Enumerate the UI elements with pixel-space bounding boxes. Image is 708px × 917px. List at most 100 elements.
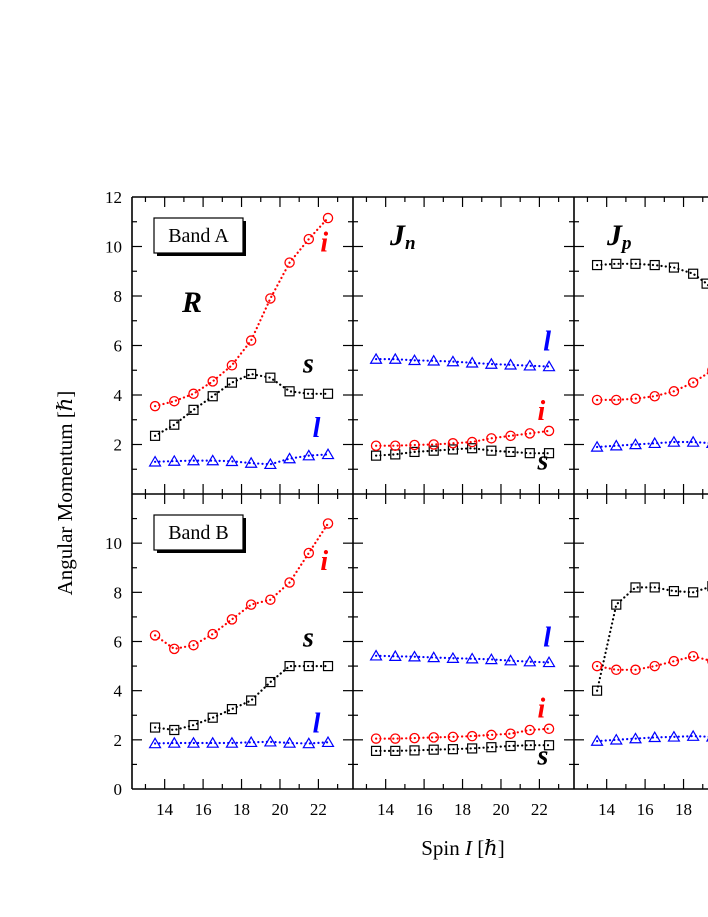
data-point-s bbox=[591, 685, 603, 696]
y-tick-label: 4 bbox=[114, 682, 123, 701]
panel-symbol: Jp bbox=[606, 219, 632, 254]
data-point-l bbox=[446, 355, 460, 367]
x-axis-label-hbar: ℏ bbox=[484, 836, 498, 860]
y-tick-label: 2 bbox=[114, 731, 123, 750]
data-point-s bbox=[303, 388, 314, 399]
data-point-s bbox=[149, 430, 161, 441]
panel-data bbox=[590, 258, 708, 452]
data-point-i bbox=[611, 664, 622, 676]
data-point-i bbox=[524, 428, 536, 439]
series-label-i: i bbox=[537, 694, 545, 725]
data-point-l bbox=[302, 449, 316, 461]
panel-symbol: R bbox=[181, 286, 202, 319]
data-point-i bbox=[322, 518, 334, 529]
series-label-i: i bbox=[320, 227, 328, 258]
x-axis-label: Spin I [ℏ] bbox=[421, 836, 505, 860]
series-label-s: s bbox=[536, 445, 548, 476]
data-point-s bbox=[505, 740, 516, 752]
ticks bbox=[132, 197, 704, 789]
data-point-l bbox=[542, 360, 556, 372]
y-tick-label: 0 bbox=[114, 780, 123, 799]
data-point-i bbox=[447, 731, 459, 743]
data-point-i bbox=[370, 440, 382, 451]
y-axis-label-close: ] bbox=[53, 391, 77, 398]
data-point-s bbox=[543, 448, 555, 459]
data-point-i bbox=[611, 394, 622, 406]
data-point-s bbox=[265, 372, 276, 383]
data-point-l bbox=[148, 455, 162, 467]
series-line-s bbox=[154, 664, 330, 732]
data-point-i bbox=[303, 547, 315, 559]
data-point-s bbox=[649, 582, 660, 593]
data-point-l bbox=[369, 649, 383, 661]
x-tick-label: 22 bbox=[310, 800, 327, 819]
data-point-i bbox=[370, 733, 382, 744]
series-line-l bbox=[375, 654, 551, 664]
series-label-i: i bbox=[537, 396, 545, 427]
data-point-s bbox=[486, 445, 497, 456]
data-point-l bbox=[148, 737, 162, 749]
series-label-l: l bbox=[543, 622, 551, 653]
band-label-box: Band A bbox=[153, 217, 246, 256]
data-point-i bbox=[390, 733, 401, 744]
y-tick-label: 4 bbox=[114, 386, 123, 405]
panel-symbols: RJn Jp bbox=[181, 219, 632, 319]
data-point-l bbox=[388, 649, 402, 662]
data-point-s bbox=[409, 446, 420, 458]
data-point-i bbox=[505, 430, 516, 442]
data-point-l bbox=[667, 435, 681, 447]
data-point-i bbox=[668, 386, 680, 397]
data-point-i bbox=[169, 395, 180, 407]
data-point-s bbox=[246, 368, 257, 380]
axis-frame bbox=[131, 196, 708, 790]
data-point-s bbox=[390, 745, 401, 756]
data-point-s bbox=[149, 722, 161, 733]
data-point-s bbox=[688, 268, 699, 279]
data-point-i bbox=[591, 394, 603, 406]
series-line-i bbox=[154, 522, 330, 651]
data-point-i bbox=[486, 433, 497, 444]
y-tick-label: 8 bbox=[114, 287, 123, 306]
panel-symbol-main: R bbox=[181, 286, 202, 319]
data-point-s bbox=[543, 740, 555, 751]
data-point-i bbox=[466, 730, 478, 742]
data-point-l bbox=[263, 457, 277, 470]
data-point-i bbox=[630, 393, 641, 404]
series-label-s: s bbox=[302, 349, 314, 380]
data-point-l bbox=[388, 352, 402, 364]
data-point-l bbox=[206, 454, 220, 466]
data-point-l bbox=[244, 456, 258, 468]
data-point-i bbox=[591, 660, 603, 672]
band-labels: Band A Band B bbox=[153, 217, 246, 553]
data-point-s bbox=[447, 444, 459, 455]
data-point-l bbox=[465, 652, 479, 664]
data-point-i bbox=[245, 335, 257, 346]
band-label-text: Band A bbox=[168, 225, 229, 247]
data-point-l bbox=[263, 735, 277, 747]
y-tick-label: 10 bbox=[105, 534, 122, 553]
data-point-l bbox=[206, 736, 220, 748]
data-point-l bbox=[321, 448, 335, 460]
series-line-l bbox=[375, 358, 551, 368]
x-tick-label: 18 bbox=[233, 800, 250, 819]
data-point-i bbox=[149, 400, 161, 412]
data-point-s bbox=[322, 660, 334, 672]
data-point-s bbox=[428, 744, 439, 755]
data-point-i bbox=[322, 212, 334, 224]
data-point-s bbox=[428, 445, 439, 456]
data-point-s bbox=[505, 446, 516, 458]
data-point-l bbox=[590, 734, 604, 746]
y-tick-label: 12 bbox=[105, 188, 122, 207]
data-point-s bbox=[246, 695, 257, 706]
data-point-s bbox=[370, 745, 382, 756]
data-point-l bbox=[321, 735, 335, 748]
series-line-i bbox=[595, 371, 708, 401]
data-point-s bbox=[591, 259, 603, 271]
data-point-s bbox=[668, 586, 680, 597]
panel-symbol-main: J bbox=[389, 219, 406, 252]
data-point-l bbox=[523, 655, 537, 667]
data-point-s bbox=[668, 262, 680, 273]
data-point-l bbox=[283, 736, 297, 748]
